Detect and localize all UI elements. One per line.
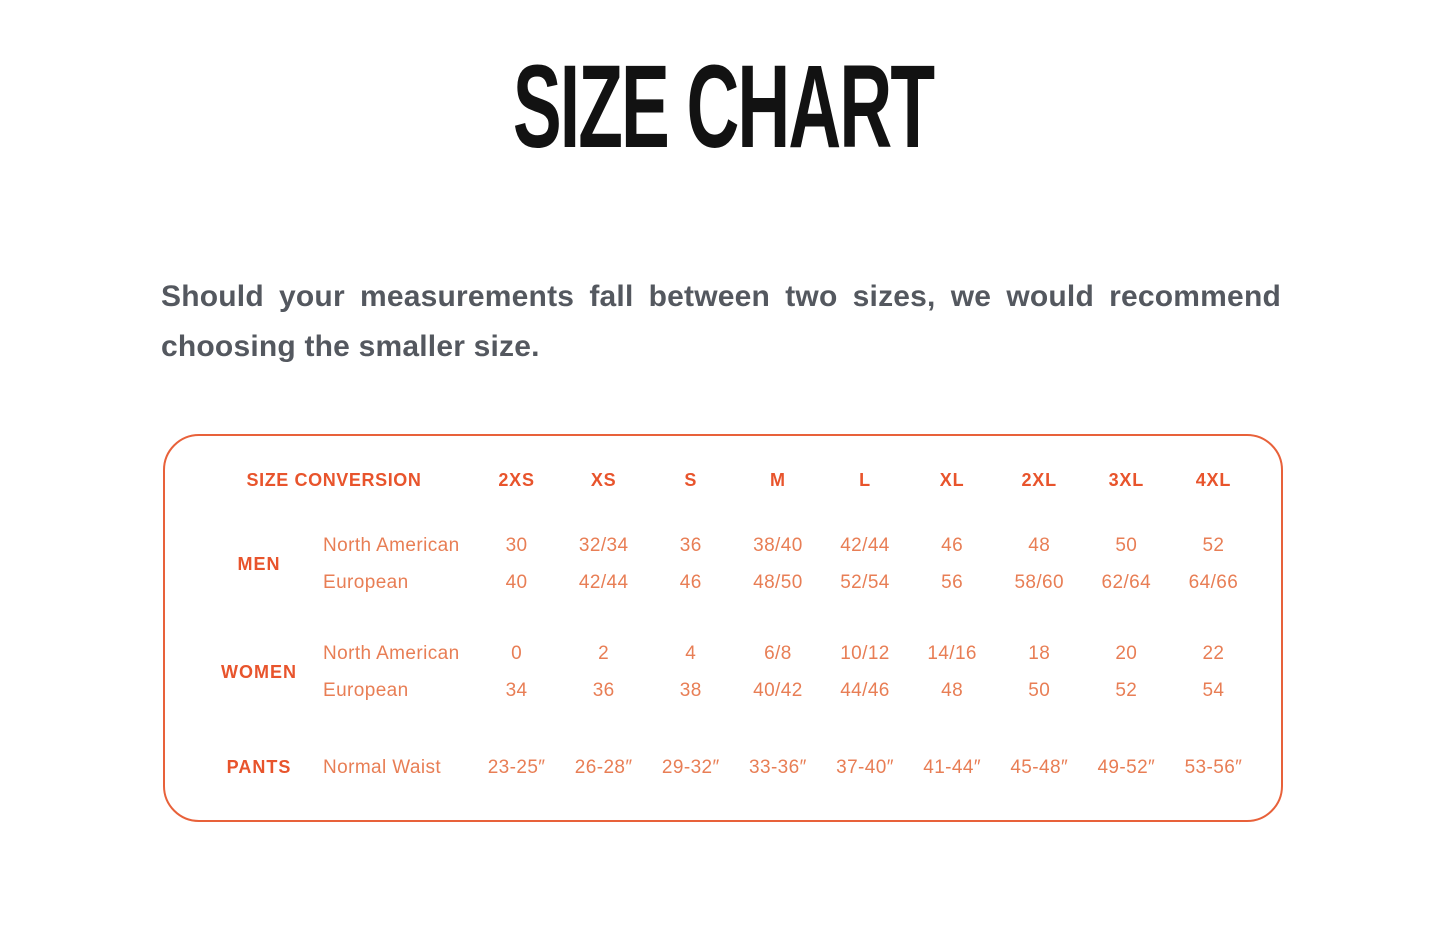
size-value: 29-32″ [661,757,720,778]
table-spacer-cell [195,497,1257,527]
size-value: 36 [679,535,702,556]
column-header-xs: XS [590,470,617,490]
size-value: 40 [505,572,528,593]
size-value: 32/34 [578,535,629,556]
size-chart-card: SIZE CONVERSION 2XS XS S M L XL 2XL 3XL 4XL MEN N… [163,434,1283,822]
size-value: 58/60 [1014,572,1064,593]
size-value: 14/16 [927,643,977,664]
size-value: 38/40 [753,535,803,556]
size-value: 36 [592,680,615,701]
region-label: Normal Waist [323,757,442,778]
size-value: 6/8 [764,643,792,664]
table-row-women-1: European 34 36 38 40/42 44/46 48 50 52 54 [195,672,1257,709]
column-header-3xl: 3XL [1108,470,1145,490]
size-value: 41-44″ [923,757,981,778]
size-value: 62/64 [1101,572,1152,593]
table-spacer-row [195,709,1257,749]
size-value: 45-48″ [1010,757,1069,778]
table-spacer-cell [195,709,1257,749]
table-header-row: SIZE CONVERSION 2XS XS S M L XL 2XL 3XL 4XL [195,452,1257,497]
size-value: 50 [1028,680,1051,701]
table-spacer-cell [195,601,1257,635]
size-value: 48/50 [753,572,803,593]
size-value: 46 [679,572,702,593]
size-value: 30 [505,535,528,556]
size-value: 33-36″ [749,757,807,778]
size-value: 18 [1028,643,1051,664]
size-value: 52/54 [840,572,890,593]
category-label-pants: PANTS [226,757,292,777]
size-value: 26-28″ [574,757,633,778]
size-value: 2 [598,643,610,664]
size-value: 50 [1115,535,1138,556]
table-row-men-1: European 40 42/44 46 48/50 52/54 56 58/60 62/64 6… [195,564,1257,601]
size-value: 42/44 [578,572,629,593]
column-header-2xl: 2XL [1021,470,1057,490]
size-value: 20 [1115,643,1138,664]
region-label: North American [323,535,460,556]
size-value: 4 [685,643,697,664]
size-value: 46 [941,535,964,556]
intro-text: Should your measurements fall between tw… [161,280,1281,363]
size-value: 48 [1028,535,1051,556]
size-conversion-table: SIZE CONVERSION 2XS XS S M L XL 2XL 3XL 4XL MEN N… [195,452,1257,786]
size-value: 56 [941,572,964,593]
size-value: 10/12 [840,643,890,664]
size-value: 53-56″ [1184,757,1243,778]
table-spacer-row [195,497,1257,527]
region-label: European [323,572,409,593]
table-row-women-0: WOMEN North American 0 2 4 6/8 10/12 14/16 18 20 2… [195,635,1257,682]
size-value: 54 [1202,680,1225,701]
size-value: 48 [941,680,964,701]
size-value: 38 [679,680,702,701]
size-value: 52 [1115,680,1138,701]
size-value: 37-40″ [836,757,894,778]
table-row-pants-0: PANTS Normal Waist 23-25″ 26-28″ 29-32″ 33-36… [195,749,1257,786]
column-header-2xs: 2XS [498,470,535,490]
size-value: 0 [511,643,523,664]
page-title: SIZE CHART [0,48,1445,166]
size-value: 44/46 [840,680,890,701]
size-value: 34 [505,680,528,701]
size-value: 23-25″ [487,757,546,778]
category-label-men: MEN [237,553,281,574]
region-label: European [323,680,409,701]
size-value: 22 [1202,643,1225,664]
size-value: 64/66 [1188,572,1239,593]
table-header-size-conversion: SIZE CONVERSION [246,470,422,490]
column-header-s: S [684,470,698,490]
column-header-xl: XL [939,470,965,490]
column-header-l: L [859,470,871,490]
page-title-text: SIZE CHART [512,41,934,173]
size-value: 52 [1202,535,1225,556]
size-value: 49-52″ [1097,757,1156,778]
category-label-women: WOMEN [221,661,297,682]
table-spacer-row [195,601,1257,635]
region-label: North American [323,643,460,664]
table-row-men-0: MEN North American 30 32/34 36 38/40 42/44 46 48… [195,527,1257,574]
size-value: 42/44 [840,535,890,556]
size-value: 40/42 [753,680,803,701]
column-header-m: M [769,470,786,490]
column-header-4xl: 4XL [1195,470,1232,490]
